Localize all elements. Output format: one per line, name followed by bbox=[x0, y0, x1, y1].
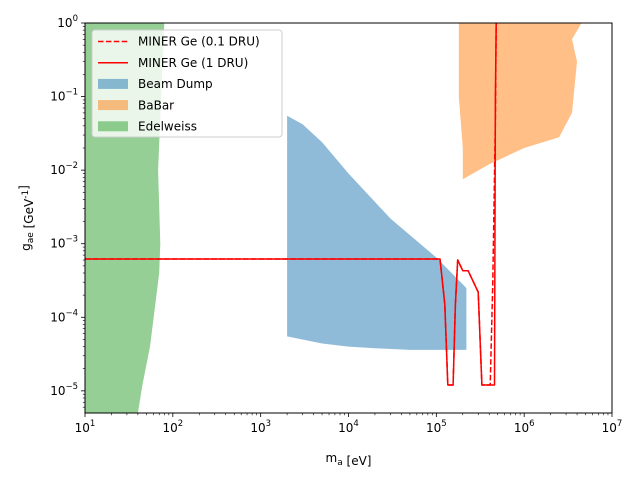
legend-swatch bbox=[98, 100, 128, 111]
legend-swatch bbox=[98, 78, 128, 89]
ticks-layer: 101 102 103 104 105 106 107 10−5 10−4 10−3 10−2 10−… bbox=[50, 14, 622, 435]
x-tick-label: 105 bbox=[426, 419, 447, 435]
legend-item-miner-ge-0-1-dru: MINER Ge (0.1 DRU) bbox=[98, 35, 260, 49]
x-tick-label: 107 bbox=[602, 419, 623, 435]
legend-item-beam-dump: Beam Dump bbox=[98, 77, 213, 91]
lines-layer bbox=[85, 23, 497, 386]
x-tick-label: 104 bbox=[338, 419, 359, 435]
region-beam-dump bbox=[287, 115, 467, 350]
legend-item-edelweiss: Edelweiss bbox=[98, 120, 197, 134]
legend-label: BaBar bbox=[138, 98, 174, 112]
x-tick-label: 101 bbox=[75, 419, 96, 435]
legend: MINER Ge (0.1 DRU) MINER Ge (1 DRU) Beam D… bbox=[91, 29, 283, 138]
y-tick-label: 10−1 bbox=[50, 88, 78, 104]
region-babar bbox=[458, 23, 582, 180]
legend-item-babar: BaBar bbox=[98, 98, 174, 112]
legend-label: Beam Dump bbox=[138, 77, 213, 91]
x-tick-label: 106 bbox=[514, 419, 535, 435]
y-tick-label: 10−3 bbox=[50, 235, 78, 251]
x-tick-label: 103 bbox=[250, 419, 271, 435]
y-tick-label: 10−4 bbox=[50, 308, 78, 324]
series-line-miner-ge-1-dru bbox=[85, 23, 497, 386]
legend-label: Edelweiss bbox=[138, 120, 197, 134]
legend-item-miner-ge-1-dru: MINER Ge (1 DRU) bbox=[98, 56, 248, 70]
legend-label: MINER Ge (1 DRU) bbox=[138, 56, 248, 70]
legend-swatch bbox=[98, 121, 128, 132]
y-axis-label: gae [GeV-1] bbox=[17, 185, 36, 251]
x-tick-label: 102 bbox=[162, 419, 183, 435]
y-tick-label: 100 bbox=[57, 14, 78, 30]
legend-label: MINER Ge (0.1 DRU) bbox=[138, 35, 260, 49]
y-tick-label: 10−5 bbox=[50, 382, 78, 398]
y-tick-label: 10−2 bbox=[50, 161, 78, 177]
x-axis-label: ma [eV] bbox=[326, 451, 372, 468]
legend-box bbox=[91, 29, 283, 138]
